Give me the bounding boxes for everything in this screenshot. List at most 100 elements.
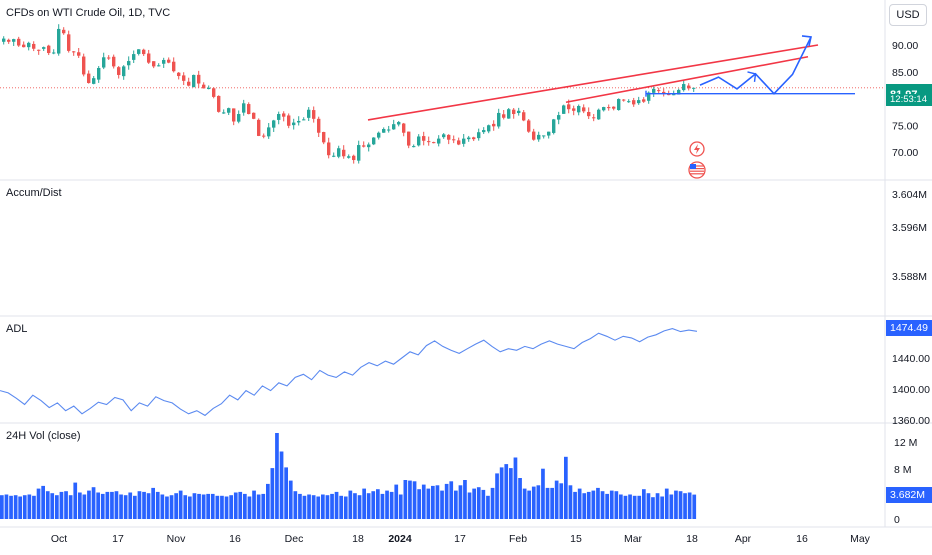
candle-body [317,118,321,133]
candle-body [467,137,471,140]
volume-bar [36,488,41,519]
candle-body [97,68,101,80]
candle-body [37,49,41,51]
time-tick-label: Oct [51,533,67,545]
volume-bar [600,491,605,519]
volume-bar [78,492,82,519]
currency-button[interactable]: USD [889,4,927,26]
candle-body [107,57,111,59]
candle-body [307,109,311,118]
candle-body [437,138,441,144]
adl-pane[interactable] [0,328,698,417]
volume-bar [279,451,284,519]
volume-bar [50,493,55,519]
volume-bar [27,494,32,519]
candle-body [132,54,136,60]
candle-body [452,139,456,141]
volume-bar [96,492,100,519]
volume-bar [73,482,78,519]
candle-body [592,117,596,119]
candle-body [672,94,676,96]
volume-bar [619,494,623,519]
time-tick-label: Feb [509,533,527,545]
volume-pane[interactable] [0,433,697,519]
candle-body [197,74,201,84]
candle-body [152,61,156,67]
volume-bar [385,490,389,519]
drawings-layer[interactable] [367,35,855,121]
volume-bar [311,495,316,519]
candle-body [567,104,571,110]
volume-bar [252,490,256,519]
candle-body [287,115,291,126]
candle-body [257,119,261,136]
candle-body [502,114,506,118]
time-tick-label: Dec [285,533,304,545]
candle-body [302,119,306,121]
volume-bar [472,488,476,519]
candle-body [52,52,56,54]
volume-bar [486,495,490,519]
volume-bar [270,468,275,519]
volume-bar [559,483,564,519]
candle-body [512,109,516,115]
volume-bar [197,493,201,519]
event-icons[interactable] [688,141,706,179]
time-tick-label: 18 [686,533,698,545]
volume-bar [417,489,421,519]
volume-bar [628,494,632,519]
volume-bar [449,481,454,519]
candle-body [442,134,446,138]
volume-bar [692,494,697,519]
candle-body [652,88,656,93]
candle-body [422,136,426,141]
volume-bar [577,488,582,519]
candle-body [157,65,161,67]
volume-bar [463,480,467,519]
volume-bar [651,497,655,519]
volume-bar [256,494,261,519]
volume-bar [169,495,174,519]
volume-bar [293,491,298,519]
candle-body [127,61,131,66]
volume-bar [119,494,123,519]
candle-body [612,106,616,109]
volume-bar [343,496,348,519]
volume-bar [206,493,210,519]
volume-bar [9,495,13,519]
volume-bar [105,491,110,519]
candle-body [162,59,166,64]
accum-tick-label: 3.596M [892,222,927,234]
volume-bar [210,493,215,519]
volume-bar [550,487,554,519]
volume-bar [4,494,9,519]
candle-body [312,110,316,119]
candle-body [627,101,631,103]
candle-body [677,89,681,95]
volume-bar [284,467,288,519]
candle-body [207,87,211,90]
candle-body [682,84,686,91]
volume-bar [353,493,357,519]
volume-bar [220,495,224,519]
candle-body [92,78,96,84]
price-axis[interactable]: 90.0085.0075.0070.001480.001440.001400.0… [892,40,930,526]
candle-body [542,135,546,137]
candle-body [192,74,196,88]
time-axis[interactable]: Oct 17 Nov 16 Dec 18 2024 17 Feb 15 Mar 18 Apr 16 May [51,533,871,545]
volume-bar [564,456,568,519]
lightning-icon [694,144,700,154]
candle-body [382,128,386,133]
price-pane[interactable] [0,24,885,164]
candle-body [687,85,691,89]
volume-bar [266,483,270,519]
volume-bar [41,485,45,519]
candle-body [187,81,191,86]
volume-bar [403,480,408,519]
candle-body [377,132,381,138]
volume-bar [100,493,105,519]
candle-body [587,111,591,117]
chart-title: CFDs on WTI Crude Oil, 1D, TVC [6,7,171,19]
candle-body [572,108,576,111]
